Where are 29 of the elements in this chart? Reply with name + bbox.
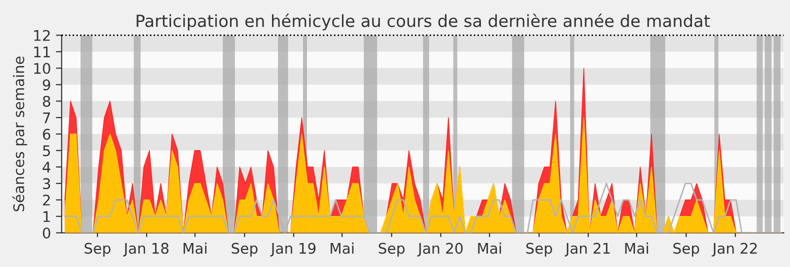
y-tick-label: 4 bbox=[42, 162, 50, 173]
y-tick-label: 9 bbox=[42, 79, 50, 90]
x-tick-label: Jan 19 bbox=[270, 242, 316, 257]
chart-title: Participation en hémicycle au cours de sa dernière année de mandat bbox=[136, 14, 710, 30]
y-tick-label: 8 bbox=[42, 96, 50, 107]
y-tick-label: 10 bbox=[34, 62, 50, 74]
y-tick-label: 7 bbox=[43, 112, 50, 124]
y-tick-label: 1 bbox=[44, 211, 50, 222]
y-axis-title: Séances par semaine bbox=[12, 56, 28, 212]
x-tick-label: Mai bbox=[625, 242, 648, 254]
x-tick-label: Sep bbox=[378, 242, 405, 257]
x-tick-label: Mai bbox=[478, 242, 501, 254]
y-tick-label: 2 bbox=[42, 194, 50, 206]
x-tick-label: Sep bbox=[526, 242, 552, 257]
x-tick-label: Sep bbox=[673, 242, 700, 257]
x-tick-label: Jan 18 bbox=[123, 242, 168, 257]
x-tick-label: Jan 20 bbox=[417, 242, 463, 257]
x-tick-label: Sep bbox=[84, 242, 110, 257]
x-tick-label: Sep bbox=[232, 242, 258, 257]
x-tick-label: Jan 21 bbox=[564, 242, 610, 257]
y-tick-label: 5 bbox=[43, 145, 50, 156]
y-tick-label: 12 bbox=[34, 30, 50, 41]
x-tick-label: Mai bbox=[330, 242, 354, 254]
x-tick-label: Jan 22 bbox=[712, 242, 757, 257]
y-tick-label: 11 bbox=[34, 46, 50, 58]
x-tick-label: Mai bbox=[184, 242, 206, 254]
y-tick-label: 3 bbox=[43, 178, 50, 190]
y-tick-label: 6 bbox=[42, 128, 50, 140]
y-tick-label: 0 bbox=[42, 228, 50, 239]
